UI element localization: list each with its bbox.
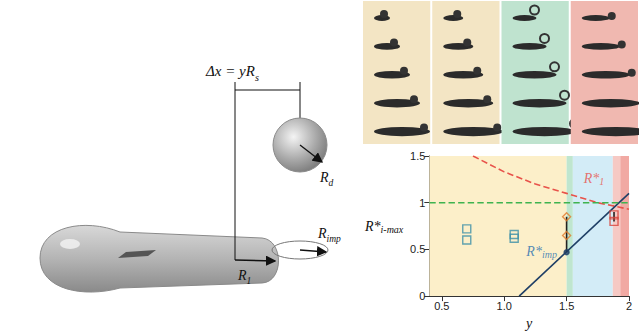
svg-text:0: 0 [419, 290, 425, 302]
svg-text:1.5: 1.5 [559, 300, 574, 312]
svg-text:Δx = yRs: Δx = yRs [205, 63, 259, 83]
svg-text:1: 1 [599, 176, 604, 187]
svg-text:1: 1 [419, 197, 425, 209]
svg-text:R*: R* [525, 244, 542, 259]
svg-text:i-max: i-max [381, 224, 404, 235]
svg-text:imp: imp [542, 249, 557, 260]
svg-text:y: y [524, 316, 533, 331]
svg-text:R1: R1 [237, 268, 251, 286]
svg-text:Rimp: Rimp [317, 226, 341, 244]
svg-text:1.0: 1.0 [497, 300, 512, 312]
svg-text:0.5: 0.5 [410, 243, 425, 255]
svg-text:Rd: Rd [319, 170, 334, 188]
svg-text:R*: R* [583, 171, 600, 186]
svg-text:R*: R* [364, 219, 381, 234]
svg-text:0.5: 0.5 [434, 300, 449, 312]
svg-text:1.5: 1.5 [410, 150, 425, 162]
svg-text:2: 2 [626, 300, 632, 312]
